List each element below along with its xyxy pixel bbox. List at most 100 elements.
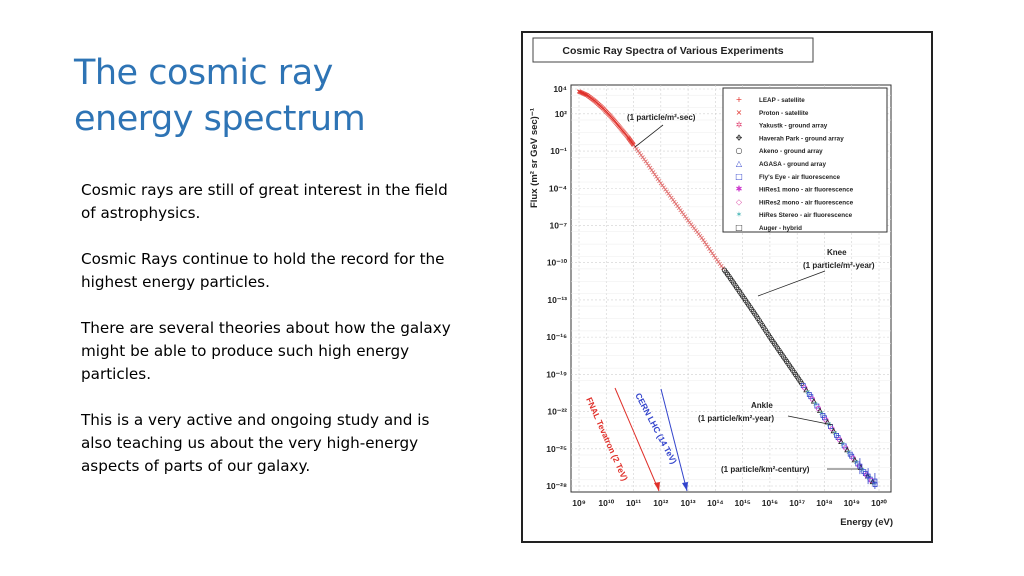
y-tick-label: 10² [555,109,567,119]
fnal-arrowhead [654,482,660,491]
y-tick-label: 10⁻²² [547,407,567,417]
y-tick-label: 10⁻¹⁰ [547,258,568,268]
data-point [652,172,657,177]
annotation-one-per-km2-century: (1 particle/km²-century) [721,465,810,474]
y-tick-label: 10⁻¹⁹ [546,369,567,379]
data-point [830,427,837,434]
legend-entry: Auger - hybrid [759,225,802,232]
data-point [708,249,713,254]
data-point [810,398,817,404]
legend-marker: □ [735,223,743,232]
data-point [701,237,706,243]
y-tick-label: 10⁻¹³ [547,295,567,305]
data-point [710,251,715,256]
legend: + LEAP - satellite × Proton - satellite ✲ Yak… [735,95,853,232]
data-point [857,463,863,469]
slide-title-line-1: The cosmic ray [74,53,333,93]
paragraph-ongoing-study: This is a very active and ongoing study … [81,411,430,475]
paragraph-record: Cosmic Rays continue to hold the record … [81,250,445,291]
legend-marker: ✲ [736,121,743,130]
data-point [851,456,858,463]
x-tick-label: 10¹⁷ [789,498,805,508]
x-tick-label: 10²⁰ [871,498,887,508]
data-point [651,170,656,175]
cosmic-ray-chart: Cosmic Ray Spectra of Various Experiment… [521,31,933,543]
paragraph-theories: There are several theories about how the… [81,319,451,383]
legend-entry: Yakustk - ground array [759,123,828,130]
legend-marker: × [736,108,743,117]
y-tick-label: 10⁻⁴ [549,183,567,193]
slide-body: Cosmic rays are still of great interest … [81,179,451,501]
data-point [844,446,851,453]
legend-marker: ✥ [736,133,743,142]
x-tick-label: 10¹⁰ [598,498,614,508]
y-axis-ticks: 10⁴ 10² 10⁻¹ 10⁻⁴ 10⁻⁷ 10⁻¹⁰ 10⁻¹³ 10⁻¹⁶ 10⁻¹⁹ 10… [546,84,567,491]
data-point [648,165,653,170]
annotation-ankle: Ankle [751,401,773,410]
data-point [707,246,712,251]
data-point [862,471,868,476]
legend-entry: HiRes Stereo - air fluorescence [759,212,853,219]
legend-box [722,87,888,233]
paragraph-interest: Cosmic rays are still of great interest … [81,181,448,222]
data-point [838,438,845,444]
data-point [702,240,707,245]
data-point [865,473,871,479]
y-tick-label: 10⁻¹ [550,146,567,156]
data-point [655,176,660,181]
legend-entry: AGASA - ground array [759,161,826,168]
y-tick-label: 10⁴ [553,84,567,94]
data-point [711,253,716,258]
legend-entry: Fly's Eye - air fluorescence [759,174,840,181]
x-tick-label: 10¹¹ [626,498,641,508]
legend-entry: LEAP - satellite [759,97,805,104]
legend-entry: HiRes1 mono - air fluorescence [759,187,854,194]
lhc-arrow [660,388,688,492]
data-point [699,235,704,240]
x-tick-label: 10¹⁶ [762,498,778,508]
data-point [704,242,709,247]
x-tick-label: 10¹² [653,498,668,508]
legend-marker: ○ [736,146,743,155]
slide-title: The cosmic ray energy spectrum [74,50,474,142]
legend-marker: ✶ [736,210,743,219]
annotation-arrow-knee [757,270,826,297]
data-point [645,161,650,166]
slide-title-line-2: energy spectrum [74,99,366,139]
fnal-arrow [614,387,660,492]
x-tick-label: 10¹⁸ [816,498,832,508]
x-tick-label: 10¹⁹ [844,498,860,508]
data-point [657,178,662,184]
annotation-one-per-km2-year: (1 particle/km²-year) [698,414,774,423]
data-point [705,244,710,249]
x-axis-label: Energy (eV) [840,517,893,528]
data-point [816,407,823,413]
data-point [869,478,876,485]
annotation-knee: Knee [827,248,847,257]
y-axis-label: Flux (m² sr GeV sec)⁻¹ [529,108,540,208]
legend-marker: △ [736,159,743,168]
legend-marker: □ [735,172,743,181]
legend-entry: Proton - satellite [759,110,809,117]
data-point [649,167,654,173]
x-tick-label: 10¹³ [681,498,696,508]
y-tick-label: 10⁻⁷ [550,220,568,230]
y-tick-label: 10⁻²⁵ [546,444,567,454]
data-point [872,478,878,484]
x-axis-ticks: 10⁹ 10¹⁰ 10¹¹ 10¹² 10¹³ 10¹⁴ 10¹⁵ 10¹⁶ 10¹⁷ 10¹⁸ 1… [572,498,887,508]
legend-entry: Haverah Park - ground array [759,135,844,142]
chart-title: Cosmic Ray Spectra of Various Experiment… [562,45,783,57]
annotation-arrow-ankle [787,415,834,426]
x-tick-label: 10⁹ [572,498,586,508]
annotation-arrow-m2-sec [634,124,664,148]
y-tick-label: 10⁻²⁸ [546,481,567,491]
x-tick-label: 10¹⁴ [707,498,724,508]
legend-entry: Akeno - ground array [759,148,823,155]
lhc-arrowhead [682,482,688,491]
data-point [646,163,651,168]
data-point [654,174,659,179]
y-tick-label: 10⁻¹⁶ [546,332,567,342]
annotation-one-per-m2-year: (1 particle/m²-year) [803,261,875,270]
chart-svg: Cosmic Ray Spectra of Various Experiment… [529,37,893,528]
legend-marker: ✱ [736,185,743,194]
